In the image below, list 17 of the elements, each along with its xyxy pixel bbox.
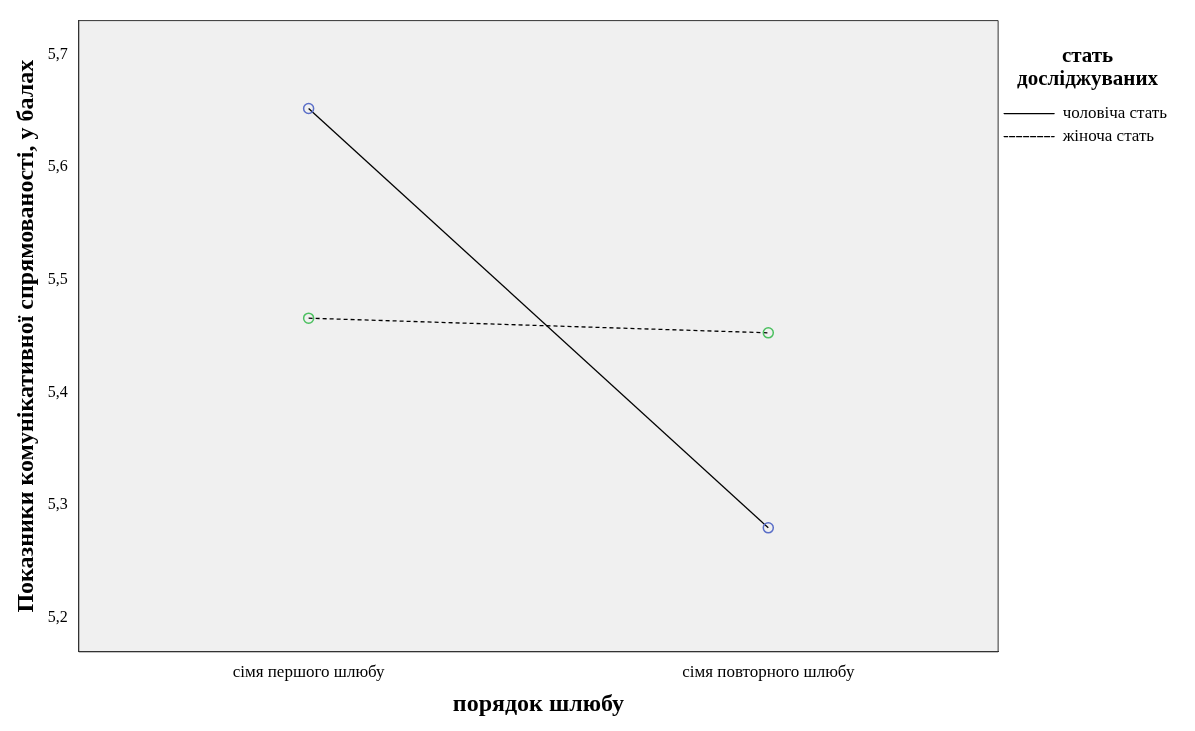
y-tick-label: 5,4 (47, 382, 68, 400)
legend-label: чоловіча стать (1062, 103, 1168, 123)
x-axis-title: порядок шлюбу (452, 689, 625, 716)
y-tick-label: 5,6 (47, 157, 68, 175)
y-tick-label: 5,2 (47, 608, 68, 626)
legend-label: жіноча стать (1061, 126, 1155, 146)
legend-title: стать досліджуваних (1017, 42, 1159, 91)
point (302, 102, 315, 115)
point (302, 312, 315, 324)
y-tick-label: 5,3 (47, 495, 68, 513)
x-tick-label: сімя повторного шлюбу (682, 662, 855, 682)
point (762, 327, 775, 339)
x-tick-label: сімя першого шлюбу (232, 662, 386, 682)
y-tick-label: 5,5 (47, 270, 68, 288)
y-tick-label: 5,7 (47, 44, 68, 62)
point (762, 522, 775, 534)
y-axis-title: Показники комунікативної спрямованості, у балах (11, 59, 38, 613)
